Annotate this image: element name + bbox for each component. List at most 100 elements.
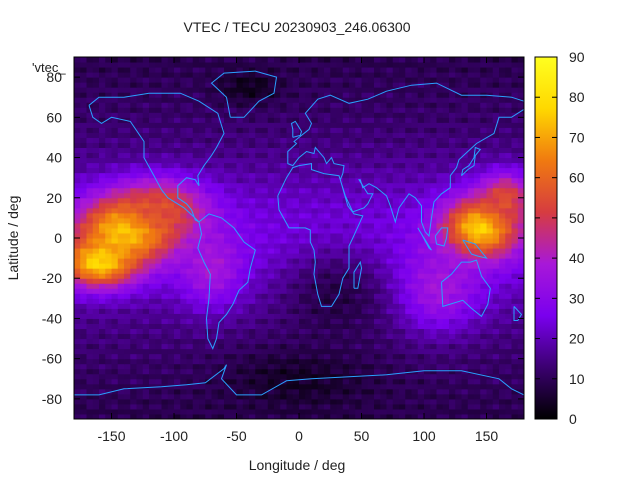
heat-cell: [186, 177, 194, 184]
heat-cell: [230, 253, 237, 259]
heat-cell: [80, 263, 87, 269]
heat-cell: [380, 197, 387, 204]
heat-cell: [230, 243, 237, 249]
heat-cell: [436, 147, 444, 154]
heat-cell: [130, 142, 137, 148]
heat-cell: [111, 162, 119, 169]
heat-cell: [274, 318, 281, 324]
heat-cell: [442, 393, 450, 400]
heat-cell: [461, 263, 469, 269]
heat-cell: [192, 92, 200, 98]
heat-cell: [105, 182, 112, 189]
heat-cell: [124, 318, 131, 324]
heat-cell: [180, 378, 187, 385]
heat-cell: [292, 212, 300, 219]
heat-cell: [455, 248, 462, 254]
heat-cell: [380, 72, 387, 78]
heat-cell: [86, 303, 94, 309]
heat-cell: [161, 127, 169, 133]
heat-cell: [149, 157, 156, 164]
heat-cell: [411, 157, 419, 164]
heat-cell: [105, 358, 112, 365]
heat-cell: [305, 117, 312, 123]
heat-cell: [399, 403, 406, 410]
heat-cell: [367, 368, 375, 375]
heat-cell: [342, 293, 350, 299]
heat-cell: [136, 238, 144, 244]
heat-cell: [417, 107, 425, 113]
heat-cell: [74, 127, 81, 133]
heat-cell: [330, 283, 337, 289]
heat-cell: [130, 363, 137, 370]
heat-cell: [242, 303, 250, 309]
heat-cell: [211, 142, 219, 148]
heat-cell: [505, 77, 512, 83]
heat-cell: [511, 82, 519, 88]
heat-cell: [517, 182, 525, 189]
heat-cell: [92, 293, 100, 299]
heat-cell: [424, 293, 431, 299]
heat-cell: [336, 298, 344, 304]
heat-cell: [380, 248, 387, 254]
heat-cell: [155, 278, 162, 284]
heat-cell: [99, 172, 106, 179]
heat-cell: [242, 142, 250, 148]
heat-cell: [486, 378, 494, 385]
heat-cell: [349, 172, 356, 179]
heat-cell: [267, 403, 275, 410]
heat-cell: [455, 288, 462, 294]
heat-cell: [492, 263, 500, 269]
heat-cell: [442, 268, 450, 274]
heat-cell: [261, 152, 269, 159]
heat-cell: [311, 288, 319, 294]
heat-cell: [455, 112, 462, 118]
heat-cell: [386, 77, 394, 83]
heat-cell: [380, 202, 387, 209]
heat-cell: [499, 308, 506, 314]
heat-cell: [517, 308, 525, 314]
heat-cell: [430, 383, 437, 390]
heat-cell: [480, 117, 487, 123]
heat-cell: [424, 278, 431, 284]
heat-cell: [311, 348, 319, 355]
heat-cell: [442, 222, 450, 229]
heat-cell: [86, 323, 94, 329]
heat-cell: [449, 152, 456, 159]
heat-cell: [374, 222, 381, 229]
heat-cell: [186, 413, 194, 420]
heat-cell: [324, 132, 331, 138]
heat-cell: [205, 393, 212, 400]
heat-cell: [199, 308, 206, 314]
heat-cell: [130, 212, 137, 219]
heat-cell: [474, 268, 481, 274]
heat-cell: [186, 288, 194, 294]
heat-cell: [399, 137, 406, 143]
heat-cell: [499, 187, 506, 194]
heat-cell: [361, 117, 369, 123]
heat-cell: [92, 263, 100, 269]
heat-cell: [455, 368, 462, 375]
heat-cell: [505, 263, 512, 269]
heat-cell: [192, 243, 200, 249]
heat-cell: [405, 403, 412, 410]
heat-cell: [186, 182, 194, 189]
heat-cell: [505, 253, 512, 259]
heat-cell: [267, 87, 275, 93]
heat-cell: [299, 288, 306, 294]
heat-cell: [242, 408, 250, 415]
heat-cell: [105, 102, 112, 108]
heat-cell: [455, 378, 462, 385]
heat-cell: [242, 328, 250, 335]
heat-cell: [161, 393, 169, 400]
heat-cell: [149, 353, 156, 360]
heat-cell: [249, 177, 256, 184]
heat-cell: [336, 122, 344, 128]
heat-cell: [411, 132, 419, 138]
heat-cell: [230, 238, 237, 244]
heat-cell: [255, 278, 262, 284]
heat-cell: [442, 243, 450, 249]
heat-cell: [211, 343, 219, 350]
heat-cell: [336, 192, 344, 199]
heat-cell: [405, 238, 412, 244]
heat-cell: [280, 323, 287, 329]
